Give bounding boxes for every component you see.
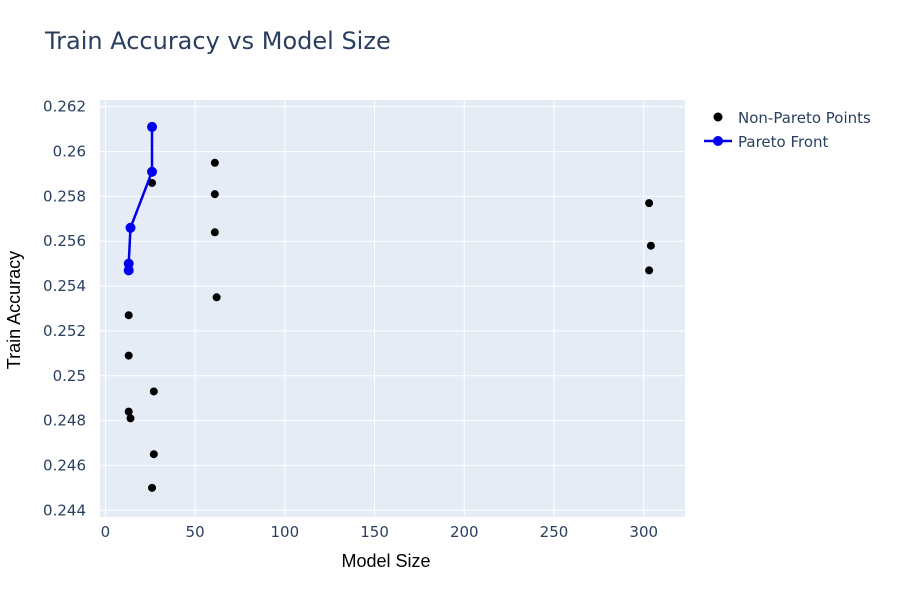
legend-item-pareto[interactable]: Pareto Front <box>704 133 829 151</box>
non-pareto-point[interactable] <box>126 414 135 423</box>
y-tick-label: 0.25 <box>53 367 86 385</box>
x-tick-label: 50 <box>186 523 205 541</box>
y-tick-label: 0.252 <box>43 322 86 340</box>
y-axis-title: Train Accuracy <box>4 251 24 369</box>
y-tick-label: 0.258 <box>43 187 86 205</box>
y-axis-ticks: 0.244 0.246 0.248 0.25 0.252 0.254 0.256 0.258 0… <box>43 98 86 520</box>
chart-title: Train Accuracy vs Model Size <box>44 27 391 55</box>
x-tick-label: 0 <box>101 523 111 541</box>
legend-label-non-pareto: Non-Pareto Points <box>738 109 871 127</box>
non-pareto-point[interactable] <box>124 311 133 320</box>
legend-marker-pareto <box>713 136 723 146</box>
non-pareto-point[interactable] <box>210 228 219 237</box>
x-axis-ticks: 0 50 100 150 200 250 300 <box>101 523 658 541</box>
legend-marker-non-pareto <box>713 112 723 122</box>
series-non-pareto <box>124 158 655 492</box>
pareto-point[interactable] <box>147 121 158 132</box>
pareto-point[interactable] <box>123 258 134 269</box>
pareto-point[interactable] <box>147 166 158 177</box>
x-tick-label: 150 <box>360 523 389 541</box>
non-pareto-point[interactable] <box>645 199 654 208</box>
non-pareto-point[interactable] <box>148 178 157 187</box>
y-tick-label: 0.244 <box>43 501 86 519</box>
non-pareto-point[interactable] <box>124 351 133 360</box>
x-tick-label: 100 <box>271 523 300 541</box>
y-tick-label: 0.256 <box>43 232 86 250</box>
plot-area <box>100 100 685 517</box>
x-tick-label: 200 <box>450 523 479 541</box>
non-pareto-point[interactable] <box>210 158 219 167</box>
non-pareto-point[interactable] <box>646 241 655 250</box>
x-tick-label: 250 <box>540 523 569 541</box>
y-tick-label: 0.248 <box>43 412 86 430</box>
non-pareto-point[interactable] <box>148 483 157 492</box>
non-pareto-point[interactable] <box>210 190 219 199</box>
y-tick-label: 0.254 <box>43 277 86 295</box>
legend[interactable]: Non-Pareto Points Pareto Front <box>704 109 871 151</box>
non-pareto-point[interactable] <box>124 407 133 416</box>
y-tick-label: 0.246 <box>43 456 86 474</box>
legend-label-pareto: Pareto Front <box>738 133 829 151</box>
series-layer <box>123 121 655 492</box>
pareto-point[interactable] <box>125 222 136 233</box>
x-axis-title: Model Size <box>341 551 430 571</box>
grid-lines <box>100 100 685 517</box>
series-pareto-front <box>123 121 158 276</box>
x-tick-label: 300 <box>629 523 658 541</box>
y-tick-label: 0.26 <box>53 143 86 161</box>
non-pareto-point[interactable] <box>212 293 221 302</box>
non-pareto-point[interactable] <box>149 387 158 396</box>
y-tick-label: 0.262 <box>43 98 86 116</box>
non-pareto-point[interactable] <box>645 266 654 275</box>
legend-item-non-pareto[interactable]: Non-Pareto Points <box>713 109 872 127</box>
non-pareto-point[interactable] <box>149 450 158 459</box>
